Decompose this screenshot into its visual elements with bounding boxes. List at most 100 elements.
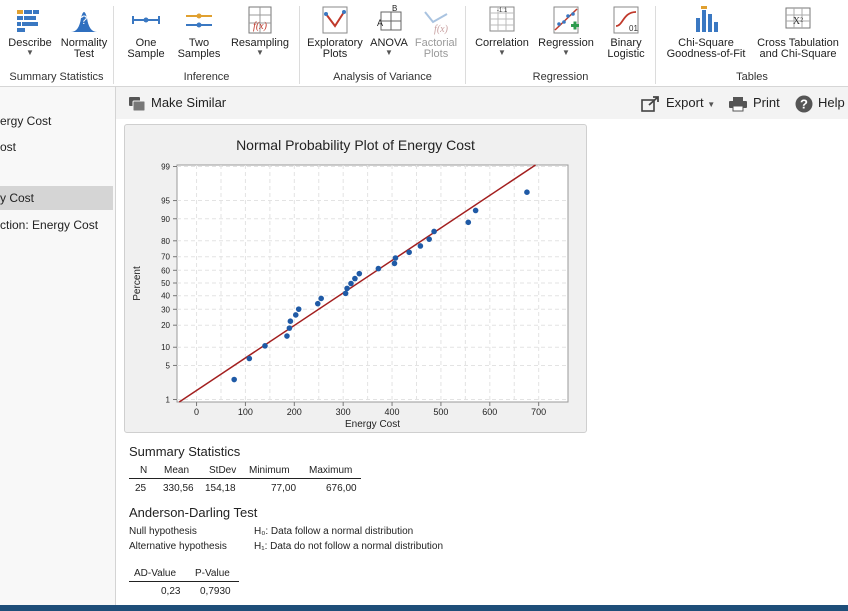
correlation-button[interactable]: -1:1 Correlation ▼ (472, 2, 532, 66)
svg-text:-1:1: -1:1 (497, 8, 508, 14)
data-point (286, 325, 293, 331)
svg-text:B: B (392, 4, 397, 13)
svg-text:?: ? (81, 13, 88, 27)
data-point (417, 243, 424, 249)
hypothesis-block: Null hypothesis H₀: Data follow a normal… (129, 526, 529, 556)
navigator-panel: ergy Cost ost y Cost ction: Energy Cost (0, 87, 116, 611)
group-label-inference: Inference (183, 71, 230, 83)
make-similar-button[interactable]: Make Similar (128, 93, 226, 113)
chi-square-button[interactable]: Chi-Square Goodness-of-Fit (664, 2, 748, 66)
exploratory-plots-icon (322, 6, 348, 34)
data-point (318, 295, 324, 302)
group-label-summary: Summary Statistics (9, 71, 104, 83)
output-toolbar: Make Similar Export ▼ Print ? Help (116, 87, 848, 119)
printer-icon (729, 96, 747, 112)
nav-item[interactable]: ction: Energy Cost (0, 218, 99, 232)
table-cell: 330,56 (163, 483, 194, 494)
data-point (287, 318, 294, 325)
fit-line (178, 164, 536, 403)
y-tick-label: 90 (161, 215, 170, 224)
two-samples-button[interactable]: Two Samples (174, 2, 224, 66)
y-tick-label: 70 (161, 253, 170, 262)
table-cell: 154,18 (205, 483, 236, 494)
one-sample-icon (132, 16, 160, 24)
regression-label: Regression (538, 37, 594, 49)
regression-button[interactable]: Regression ▼ (536, 2, 596, 66)
x-tick-label: 500 (433, 407, 448, 417)
binary-logistic-icon: 01 (613, 6, 639, 34)
print-button[interactable]: Print (728, 93, 780, 113)
table-header: Maximum (309, 465, 353, 476)
svg-text:f(x): f(x) (253, 21, 268, 32)
table-rule (129, 478, 361, 479)
table-cell: 676,00 (326, 483, 357, 494)
probability-plot: 0 100 200 300 400 500 600 700 1 5 10 20 30 40 50 60 70 80… (132, 163, 569, 430)
normality-label-1: Normality (60, 37, 108, 49)
factorial-label-2: Plots (423, 48, 449, 60)
y-tick-label: 50 (161, 279, 170, 288)
export-icon (641, 95, 659, 112)
probability-plot-panel: Normal Probability Plot of Energy Cost 0… (124, 124, 587, 433)
data-point (348, 280, 354, 287)
plot-area (176, 164, 569, 403)
group-label-regression: Regression (532, 71, 589, 83)
dropdown-arrow-icon: ▼ (498, 48, 506, 57)
x-tick-label: 200 (287, 407, 302, 417)
svg-text:X²: X² (793, 16, 803, 27)
binary-logistic-label-1: Binary (610, 37, 642, 49)
cross-tabulation-icon: X² (785, 7, 811, 29)
two-samples-icon (186, 13, 212, 28)
exploratory-label-2: Plots (322, 48, 348, 60)
null-hypothesis-label: Null hypothesis (129, 526, 197, 537)
data-point (352, 275, 358, 282)
null-hypothesis-text: H₀: Data follow a normal distribution (254, 526, 414, 537)
ad-test-table: AD-Value P-Value 0,23 0,7930 (129, 568, 249, 598)
two-samples-label-1: Two (188, 37, 210, 49)
cross-tab-label-2: and Chi-Square (759, 48, 837, 60)
one-sample-button[interactable]: One Sample (122, 2, 170, 66)
y-tick-label: 60 (161, 266, 170, 275)
alternative-hypothesis-label: Alternative hypothesis (129, 541, 227, 552)
ribbon-separator (113, 6, 114, 84)
y-tick-label: 40 (161, 292, 170, 301)
nav-item-selected[interactable]: y Cost (0, 186, 113, 210)
describe-button[interactable]: Describe ▼ (6, 2, 54, 66)
group-label-anova: Analysis of Variance (333, 71, 432, 83)
svg-text:?: ? (800, 96, 808, 111)
normality-label-2: Test (73, 48, 95, 60)
nav-item[interactable]: ergy Cost (0, 114, 52, 128)
data-point (292, 312, 299, 318)
data-point (284, 333, 290, 339)
normality-test-button[interactable]: ? Normality Test (58, 2, 110, 66)
y-tick-label: 1 (166, 395, 171, 404)
ribbon-separator (655, 6, 656, 84)
summary-statistics-table: N Mean StDev Minimum Maximum 25 330,56 1… (129, 465, 369, 495)
table-cell: 25 (135, 483, 147, 494)
binary-logistic-button[interactable]: 01 Binary Logistic (600, 2, 652, 66)
anova-button[interactable]: A B ANOVA ▼ (368, 2, 410, 66)
resampling-button[interactable]: f(x) Resampling ▼ (228, 2, 292, 66)
factorial-plots-button[interactable]: f(x) Factorial Plots (412, 2, 460, 66)
help-label: Help (818, 95, 845, 110)
nav-item[interactable]: ost (0, 140, 17, 154)
data-point (426, 236, 432, 242)
dropdown-arrow-icon: ▼ (385, 48, 393, 57)
resampling-label: Resampling (230, 37, 290, 49)
data-point (391, 260, 398, 267)
chi-square-icon (696, 6, 718, 32)
export-button[interactable]: Export ▼ (641, 93, 715, 113)
y-tick-label: 10 (161, 343, 170, 352)
correlation-label: Correlation (475, 37, 529, 49)
y-tick-label: 95 (161, 197, 170, 206)
factorial-label-1: Factorial (414, 37, 458, 49)
y-tick-label: 80 (161, 237, 170, 246)
data-point (431, 228, 437, 235)
exploratory-plots-button[interactable]: Exploratory Plots (304, 2, 366, 66)
help-button[interactable]: ? Help (795, 93, 845, 113)
export-label: Export (666, 95, 704, 110)
cross-tabulation-button[interactable]: X² Cross Tabulation and Chi-Square (752, 2, 844, 66)
correlation-icon: -1:1 (489, 6, 515, 32)
y-axis-label: Percent (132, 266, 143, 301)
anova-label: ANOVA (370, 37, 408, 49)
summary-statistics-title: Summary Statistics (129, 444, 241, 459)
